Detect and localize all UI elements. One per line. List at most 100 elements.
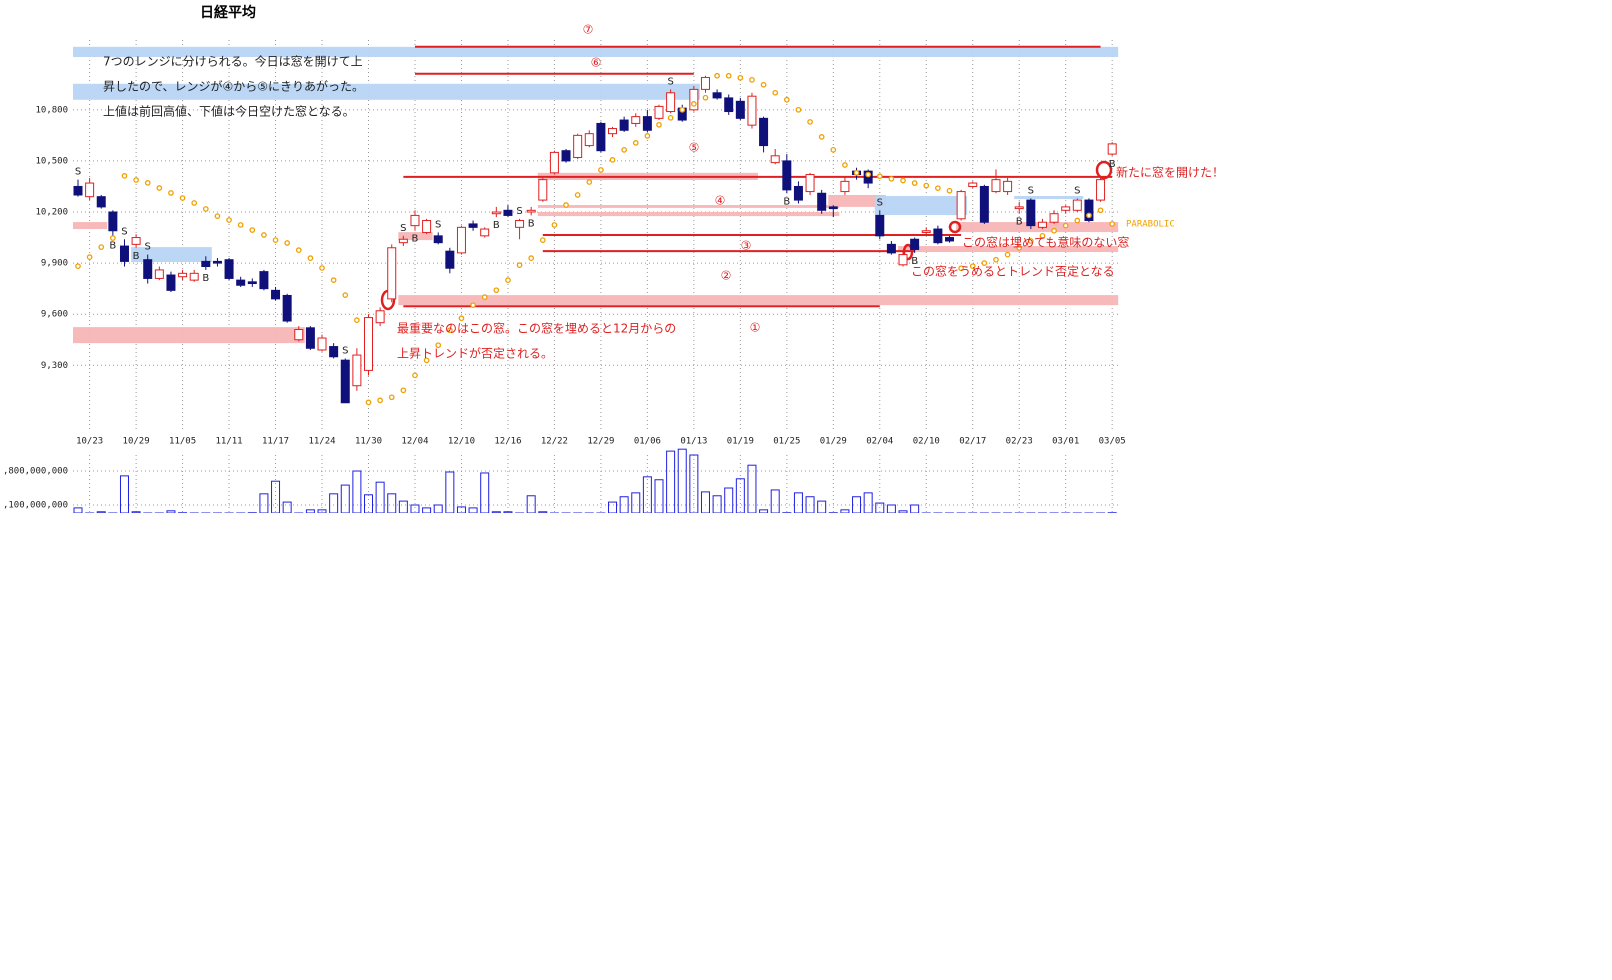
x-tick-label: 11/30 <box>355 437 382 447</box>
volume-bar <box>561 512 571 513</box>
volume-bar <box>1003 512 1013 513</box>
parabolic-dot <box>783 96 790 103</box>
volume-bar <box>154 512 164 513</box>
parabolic-dot <box>598 167 604 173</box>
volume-bar <box>1037 512 1047 513</box>
volume-bar <box>747 464 757 513</box>
parabolic-dot <box>98 244 105 250</box>
candle-body <box>921 230 931 233</box>
parabolic-dot <box>702 94 709 101</box>
volume-bar <box>433 504 443 513</box>
candle-body <box>584 133 594 147</box>
window-zone <box>537 212 840 217</box>
candle-body <box>329 346 339 358</box>
signal-label: B <box>412 234 419 245</box>
x-tick-label: 02/10 <box>913 437 940 447</box>
parabolic-dot <box>656 121 662 128</box>
x-tick-label: 10/29 <box>123 437 150 447</box>
parabolic-dot <box>1039 233 1046 239</box>
parabolic-dot <box>900 177 906 184</box>
candle-body <box>735 100 745 119</box>
volume-bar <box>305 509 315 513</box>
volume-bar <box>805 496 815 513</box>
parabolic-dot <box>609 157 616 163</box>
volume-bar <box>875 502 885 513</box>
volume-bar <box>73 507 83 513</box>
volume-bar <box>538 511 548 513</box>
candle-body <box>945 237 954 242</box>
volume-bar <box>724 487 734 513</box>
candle-body <box>805 174 815 193</box>
volume-bar <box>143 512 153 513</box>
parabolic-dot <box>667 114 674 121</box>
x-tick-label: 11/11 <box>216 437 243 447</box>
parabolic-dot <box>1027 238 1034 244</box>
parabolic-dot <box>772 89 779 96</box>
signal-label: B <box>202 273 209 284</box>
volume-bar <box>642 476 652 513</box>
candle-body <box>1037 221 1047 228</box>
parabolic-dot <box>865 171 872 178</box>
x-tick-label: 12/10 <box>448 437 475 447</box>
parabolic-dot <box>481 294 488 301</box>
candle-body <box>422 220 432 233</box>
volume-bar <box>700 491 710 513</box>
parabolic-dot <box>319 265 325 271</box>
volume-bar <box>480 472 490 513</box>
candle-body <box>468 223 478 228</box>
candle-body <box>1084 199 1094 222</box>
candle-body <box>573 134 583 159</box>
parabolic-dot <box>168 190 174 196</box>
annotation: 上昇トレンドが否定される。 <box>397 346 553 361</box>
parabolic-dot <box>679 106 686 113</box>
candle-body <box>154 269 164 279</box>
parabolic-dot <box>354 317 360 324</box>
candle-body <box>654 105 664 119</box>
volume-bar <box>212 512 222 513</box>
candle-body <box>515 220 525 228</box>
y-tick-label: 9,600 <box>41 310 68 320</box>
candle-body <box>189 272 199 281</box>
parabolic-dot <box>737 74 744 81</box>
parabolic-dot <box>1004 251 1011 258</box>
volume-bar <box>770 489 780 513</box>
x-tick-label: 01/13 <box>680 437 707 447</box>
parabolic-dot <box>342 292 349 298</box>
candle-body <box>619 119 629 131</box>
signal-label: S <box>435 219 441 230</box>
range-label: ⑤ <box>689 141 700 155</box>
candle-body <box>747 95 757 126</box>
parabolic-dot <box>435 342 442 349</box>
volume-bar <box>712 495 722 513</box>
volume-bar <box>410 504 420 513</box>
candle-body <box>770 155 780 164</box>
parabolic-dot <box>470 302 476 309</box>
candle-body <box>445 250 455 269</box>
volume-bar <box>224 512 234 513</box>
volume-bar <box>468 507 478 513</box>
candle-body <box>875 214 885 237</box>
parabolic-dot <box>330 277 337 283</box>
candle-body <box>724 97 734 113</box>
volume-bar <box>968 512 978 513</box>
parabolic-dot <box>807 119 813 125</box>
x-tick-label: 01/29 <box>820 437 847 447</box>
highlight <box>948 220 962 234</box>
candle-body <box>119 245 129 262</box>
x-tick-label: 01/25 <box>773 437 800 447</box>
volume-bar <box>898 510 908 513</box>
signal-label: B <box>493 220 500 231</box>
volume-tick-label: ,100,000,000 <box>3 500 68 510</box>
parabolic-dot <box>993 256 999 263</box>
candle-body <box>759 117 769 147</box>
annotation: この窓をうめるとトレンド否定となる <box>911 264 1115 279</box>
volume-bar <box>294 512 304 513</box>
candle-body <box>910 238 920 250</box>
volume-bar <box>166 510 176 513</box>
volume-bar <box>991 512 1001 513</box>
annotation: この窓は埋めても意味のない窓 <box>962 235 1129 250</box>
volume-bar <box>282 501 292 513</box>
parabolic-dot <box>935 185 941 192</box>
window-zone <box>898 246 1119 253</box>
volume-bar <box>445 471 455 513</box>
